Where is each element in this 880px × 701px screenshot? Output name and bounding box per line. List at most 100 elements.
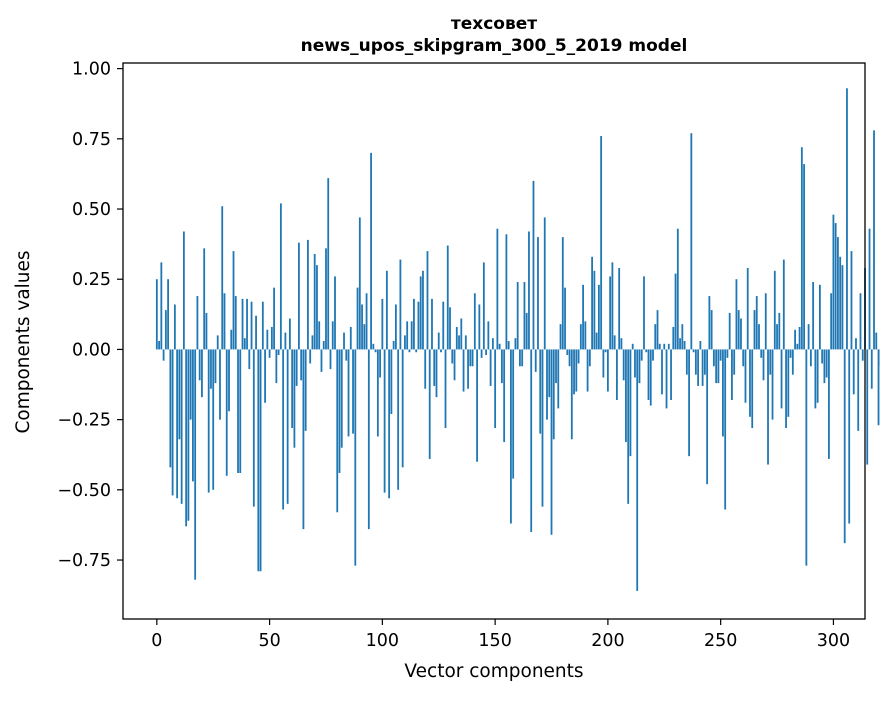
bar bbox=[794, 330, 796, 350]
bar bbox=[242, 299, 244, 350]
bar bbox=[546, 349, 548, 419]
bar bbox=[756, 296, 758, 349]
bar bbox=[418, 302, 420, 350]
bar bbox=[699, 341, 701, 349]
bar bbox=[316, 265, 318, 349]
bar bbox=[808, 324, 810, 349]
bar bbox=[648, 349, 650, 400]
bar bbox=[420, 276, 422, 349]
bar bbox=[215, 349, 217, 383]
bar bbox=[627, 349, 629, 503]
bar bbox=[447, 246, 449, 350]
bar bbox=[199, 349, 201, 380]
bar bbox=[262, 302, 264, 350]
bar bbox=[551, 349, 553, 534]
bar bbox=[526, 313, 528, 350]
bar bbox=[325, 248, 327, 349]
bar bbox=[350, 327, 352, 349]
bar bbox=[530, 349, 532, 532]
bar bbox=[178, 349, 180, 439]
bar bbox=[336, 349, 338, 512]
bar bbox=[776, 324, 778, 349]
bar bbox=[860, 293, 862, 349]
bar bbox=[760, 349, 762, 357]
bar bbox=[695, 349, 697, 374]
bar bbox=[433, 349, 435, 386]
bar bbox=[343, 333, 345, 350]
bar bbox=[309, 349, 311, 363]
y-tick-label: 1.00 bbox=[72, 60, 111, 80]
bar bbox=[248, 349, 250, 369]
bar bbox=[654, 324, 656, 349]
bar bbox=[722, 349, 724, 436]
bar bbox=[212, 349, 214, 489]
bar bbox=[474, 293, 476, 349]
bar bbox=[765, 293, 767, 349]
bar bbox=[194, 349, 196, 579]
bar bbox=[564, 288, 566, 350]
bar bbox=[706, 349, 708, 484]
bar bbox=[404, 335, 406, 349]
x-tick-label: 50 bbox=[258, 631, 280, 651]
bar bbox=[702, 349, 704, 386]
bar bbox=[778, 313, 780, 350]
y-tick-label: −0.50 bbox=[57, 481, 111, 501]
bar bbox=[772, 349, 774, 419]
bar bbox=[801, 147, 803, 349]
bar bbox=[483, 262, 485, 349]
bar bbox=[206, 313, 208, 350]
bar bbox=[269, 349, 271, 357]
bar bbox=[690, 133, 692, 349]
bar bbox=[409, 349, 411, 352]
y-tick-label: 0.25 bbox=[72, 270, 111, 290]
bar bbox=[833, 215, 835, 350]
bar bbox=[663, 344, 665, 350]
bar bbox=[614, 335, 616, 349]
bar bbox=[817, 349, 819, 402]
bar bbox=[796, 344, 798, 350]
bar bbox=[255, 316, 257, 350]
bar bbox=[476, 349, 478, 461]
bar bbox=[357, 288, 359, 350]
bar bbox=[715, 349, 717, 383]
bar bbox=[413, 299, 415, 350]
bar bbox=[569, 349, 571, 366]
bar bbox=[244, 338, 246, 349]
bar bbox=[652, 349, 654, 360]
bar bbox=[821, 349, 823, 363]
bar bbox=[321, 349, 323, 371]
bar bbox=[593, 271, 595, 350]
bar bbox=[458, 335, 460, 349]
bar bbox=[596, 333, 598, 350]
bar bbox=[273, 288, 275, 350]
bar bbox=[704, 349, 706, 374]
bar bbox=[361, 304, 363, 349]
bar bbox=[799, 327, 801, 349]
bar bbox=[287, 349, 289, 503]
bar bbox=[785, 349, 787, 428]
bar bbox=[501, 349, 503, 383]
bar bbox=[341, 349, 343, 447]
bar bbox=[805, 349, 807, 565]
bar bbox=[623, 349, 625, 380]
bar bbox=[289, 319, 291, 350]
bar bbox=[368, 349, 370, 529]
bar bbox=[875, 333, 877, 350]
bar bbox=[156, 279, 158, 349]
bar bbox=[381, 299, 383, 350]
bar bbox=[720, 349, 722, 360]
x-axis-label: Vector components bbox=[404, 661, 583, 682]
bar bbox=[411, 321, 413, 349]
bar bbox=[422, 271, 424, 350]
bar bbox=[339, 349, 341, 473]
bar bbox=[844, 349, 846, 543]
bar bbox=[203, 248, 205, 349]
bar bbox=[639, 349, 641, 383]
bar bbox=[165, 310, 167, 349]
bar bbox=[869, 229, 871, 350]
y-tick-label: −0.75 bbox=[57, 551, 111, 571]
bar bbox=[515, 338, 517, 349]
y-tick-label: −0.25 bbox=[57, 411, 111, 431]
bar bbox=[379, 349, 381, 377]
bar bbox=[641, 349, 643, 360]
